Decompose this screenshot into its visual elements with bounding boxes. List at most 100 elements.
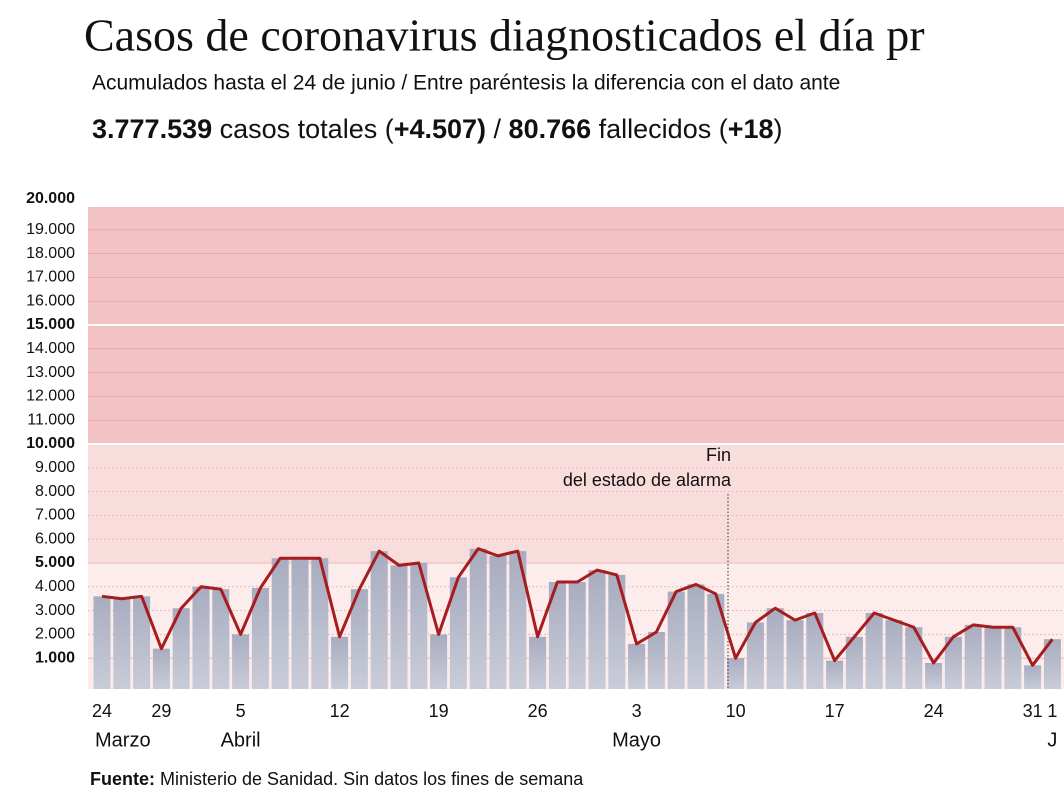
- y-tick-label: 5.000: [35, 554, 75, 571]
- x-tick-label: 1: [1047, 701, 1057, 721]
- bar: [1004, 627, 1022, 689]
- bar: [687, 584, 705, 689]
- trend-line: [101, 547, 1054, 667]
- text-segment: casos totales (: [212, 114, 394, 144]
- plot-area: [88, 205, 1064, 689]
- x-tick-label: 19: [429, 701, 449, 721]
- bar: [529, 636, 547, 689]
- x-tick-label: 24: [924, 701, 944, 721]
- bar: [865, 612, 883, 689]
- bar: [588, 570, 606, 689]
- bar: [232, 634, 250, 689]
- y-tick-label: 20.000: [26, 190, 75, 207]
- y-tick-label: 4.000: [35, 578, 75, 595]
- bar: [390, 565, 408, 689]
- bar: [826, 660, 844, 689]
- y-tick-label: 15.000: [26, 316, 75, 333]
- bar: [172, 608, 190, 689]
- bar: [944, 636, 962, 689]
- bar: [291, 558, 309, 689]
- text-segment: +4.507): [394, 114, 486, 144]
- source-note: Fuente: Ministerio de Sanidad. Sin datos…: [90, 769, 584, 789]
- x-tick-label: 24: [92, 701, 112, 721]
- bar: [113, 598, 131, 689]
- y-tick-label: 11.000: [27, 411, 75, 428]
- bar: [370, 551, 388, 689]
- bar: [430, 634, 448, 689]
- y-tick-label: 19.000: [26, 221, 75, 238]
- bar: [905, 627, 923, 689]
- bar: [984, 627, 1002, 689]
- bar: [1043, 639, 1061, 689]
- text-segment: Ministerio de Sanidad. Sin datos los fin…: [155, 769, 584, 789]
- bar: [152, 648, 170, 689]
- bar: [271, 558, 289, 689]
- bar: [786, 620, 804, 689]
- bar: [311, 558, 329, 689]
- bar: [212, 589, 230, 689]
- x-tick-label: 5: [236, 701, 246, 721]
- bar: [331, 636, 349, 689]
- y-tick-label: 2.000: [35, 626, 75, 643]
- x-tick-label: 17: [825, 701, 845, 721]
- bar: [489, 555, 507, 689]
- y-tick-label: 9.000: [35, 459, 75, 476]
- text-segment: fallecidos (: [591, 114, 728, 144]
- y-tick-label: 10.000: [26, 435, 75, 452]
- stats-line: 3.777.539 casos totales (+4.507) / 80.76…: [92, 114, 783, 144]
- y-tick-label: 12.000: [26, 388, 75, 405]
- bar: [251, 587, 269, 689]
- bar: [608, 574, 626, 689]
- bar: [925, 662, 943, 689]
- text-segment: Fuente:: [90, 769, 155, 789]
- text-segment: +18: [728, 114, 774, 144]
- text-segment: 3.777.539: [92, 114, 212, 144]
- bar: [568, 582, 586, 689]
- bar: [449, 577, 467, 689]
- bar: [845, 636, 863, 689]
- y-tick-label: 3.000: [35, 602, 75, 619]
- bar: [964, 624, 982, 689]
- bar: [746, 622, 764, 689]
- bar: [133, 596, 151, 689]
- bar: [647, 632, 665, 689]
- month-label: J: [1047, 729, 1057, 751]
- x-tick-label: 10: [726, 701, 746, 721]
- annotation-text: del estado de alarma: [563, 470, 732, 490]
- bar: [1024, 665, 1042, 689]
- y-tick-label: 14.000: [26, 340, 75, 357]
- bar: [192, 586, 210, 689]
- bar: [410, 563, 428, 689]
- bar: [469, 548, 487, 689]
- zone: [88, 444, 1064, 563]
- bar: [667, 591, 685, 689]
- month-label: Marzo: [95, 729, 151, 751]
- y-tick-label: 6.000: [35, 530, 75, 547]
- bar: [509, 551, 527, 689]
- x-tick-label: 29: [151, 701, 171, 721]
- bar: [806, 612, 824, 689]
- bar: [350, 589, 368, 689]
- annotation-text: Fin: [706, 445, 731, 465]
- bar: [885, 620, 903, 689]
- chart-title: Casos de coronavirus diagnosticados el d…: [84, 10, 925, 61]
- y-tick-label: 16.000: [26, 292, 75, 309]
- bar: [628, 643, 646, 689]
- y-tick-label: 17.000: [26, 269, 75, 286]
- y-tick-label: 18.000: [26, 245, 75, 262]
- x-tick-label: 26: [528, 701, 548, 721]
- text-segment: 80.766: [509, 114, 592, 144]
- x-tick-label: 3: [632, 701, 642, 721]
- bar: [548, 582, 566, 689]
- x-tick-label: 12: [330, 701, 350, 721]
- y-tick-label: 8.000: [35, 483, 75, 500]
- bar: [766, 608, 784, 689]
- y-tick-label: 1.000: [35, 649, 75, 666]
- month-label: Abril: [221, 729, 261, 751]
- bar: [93, 596, 111, 689]
- chart-subtitle: Acumulados hasta el 24 de junio / Entre …: [92, 72, 840, 95]
- y-tick-label: 13.000: [26, 364, 75, 381]
- x-tick-label: 31: [1023, 701, 1043, 721]
